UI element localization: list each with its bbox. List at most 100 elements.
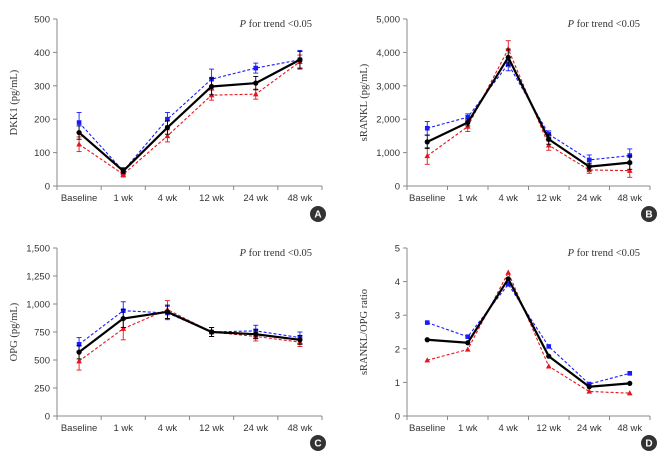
data-point: [120, 325, 127, 331]
y-axis-title: OPG (pg/mL): [9, 302, 20, 361]
data-point: [424, 139, 430, 145]
x-tick-label: 1 wk: [113, 423, 133, 434]
series-line: [427, 277, 630, 388]
data-point: [297, 57, 303, 63]
data-point: [208, 83, 215, 90]
panel-badge-letter: C: [314, 439, 321, 450]
data-point: [586, 381, 592, 387]
y-tick-label: 3,000: [376, 81, 400, 92]
x-tick-label: 12 wk: [536, 423, 561, 434]
x-tick-label: 1 wk: [113, 193, 133, 204]
series-total: [76, 304, 303, 360]
x-tick-label: 48 wk: [617, 423, 642, 434]
trend-text-rest: for trend <0.05: [246, 248, 312, 259]
y-tick-label: 2,000: [376, 115, 400, 126]
data-point: [76, 342, 82, 347]
series-line: [427, 271, 630, 394]
trend-annotation: P for trend <0.05: [239, 19, 312, 30]
data-point: [76, 141, 82, 147]
data-point: [164, 124, 171, 131]
trend-p-symbol: P: [567, 248, 575, 259]
data-point: [76, 349, 82, 355]
data-point: [297, 337, 303, 343]
y-tick-label: 0: [45, 182, 50, 193]
data-point: [76, 120, 82, 125]
series-blue: [424, 281, 633, 387]
y-tick-label: 100: [34, 148, 50, 159]
data-point: [627, 160, 633, 166]
data-point: [464, 346, 471, 352]
y-tick-label: 400: [34, 48, 50, 59]
data-point: [424, 357, 431, 363]
panel-badge-letter: D: [645, 439, 652, 450]
data-point: [586, 164, 592, 170]
y-tick-label: 0: [395, 182, 400, 193]
data-point: [505, 269, 512, 275]
data-point: [546, 344, 552, 349]
x-tick-label: Baseline: [409, 423, 445, 434]
y-tick-label: 4,000: [376, 48, 400, 59]
series-total: [424, 276, 633, 390]
series-line: [78, 310, 300, 345]
panel-badge: [310, 206, 326, 222]
trend-text-rest: for trend <0.05: [246, 19, 312, 30]
series-blue: [76, 49, 303, 175]
data-point: [164, 309, 171, 315]
data-point: [424, 337, 430, 343]
trend-text-rest: for trend <0.05: [574, 248, 640, 259]
series-line: [427, 63, 630, 161]
x-tick-label: 24 wk: [577, 193, 602, 204]
trend-annotation: P for trend <0.05: [567, 19, 640, 30]
y-tick-label: 1,500: [26, 244, 50, 255]
data-point: [545, 142, 552, 148]
data-point: [76, 129, 82, 136]
data-point: [76, 358, 82, 364]
data-point: [465, 340, 471, 346]
y-tick-label: 750: [34, 328, 50, 339]
data-point: [165, 116, 170, 122]
data-point: [586, 384, 592, 390]
data-point: [505, 276, 511, 282]
data-point: [252, 91, 259, 97]
panel-badge: [310, 435, 326, 451]
chart-panel-c: 0 250 500 750 1,000 1,250 1,500 Baseline 1 wk 4 w…: [9, 244, 326, 451]
y-tick-label: 500: [34, 15, 50, 26]
y-axis-title: sRANKL/OPG ratio: [359, 289, 370, 375]
data-point: [164, 132, 171, 139]
data-point: [424, 152, 431, 159]
y-tick-label: 3: [395, 311, 400, 322]
x-tick-label: 4 wk: [498, 193, 518, 204]
data-point: [465, 114, 471, 120]
data-point: [253, 331, 259, 337]
y-tick-label: 300: [34, 81, 50, 92]
x-tick-label: Baseline: [409, 193, 445, 204]
data-point: [120, 315, 126, 322]
data-point: [253, 65, 259, 71]
data-point: [208, 329, 215, 335]
data-point: [586, 157, 592, 163]
data-point: [626, 167, 633, 173]
series-total: [76, 50, 303, 175]
x-tick-label: 24 wk: [243, 193, 268, 204]
y-axis-title: DKK1 (pg/mL): [9, 69, 20, 135]
data-point: [465, 334, 471, 340]
trend-p-symbol: P: [239, 248, 247, 259]
series-line: [426, 56, 630, 168]
x-tick-label: 48 wk: [288, 423, 313, 434]
x-tick-label: 4 wk: [158, 423, 178, 434]
y-tick-label: 1,250: [26, 272, 50, 283]
series-line: [78, 310, 301, 354]
data-point: [627, 380, 633, 387]
y-axis-title: sRANKL (pg/mL): [359, 63, 370, 141]
panel-badge: [641, 206, 657, 222]
series-line: [78, 58, 301, 173]
data-point: [424, 320, 430, 325]
y-tick-label: 5,000: [376, 15, 400, 26]
y-tick-label: 250: [34, 384, 50, 395]
x-tick-label: Baseline: [61, 193, 97, 204]
y-tick-label: 4: [395, 277, 400, 288]
data-point: [253, 80, 259, 86]
trend-p-symbol: P: [239, 19, 247, 30]
data-point: [505, 54, 511, 61]
x-tick-label: 1 wk: [458, 423, 478, 434]
